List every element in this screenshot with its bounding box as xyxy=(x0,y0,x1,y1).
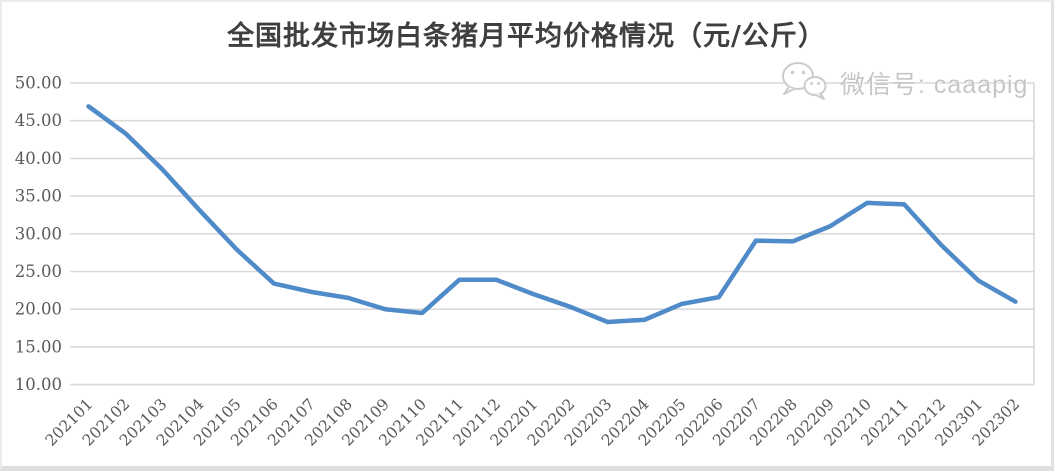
y-axis-tick-label: 45.00 xyxy=(15,111,62,130)
y-axis-tick-label: 20.00 xyxy=(15,300,62,319)
watermark: 微信号: caaapig xyxy=(778,58,1028,108)
y-axis-tick-label: 15.00 xyxy=(15,337,62,356)
wechat-icon xyxy=(778,58,830,108)
watermark-text: 微信号: caaapig xyxy=(840,71,1029,99)
y-axis-tick-label: 35.00 xyxy=(15,187,62,206)
price-line xyxy=(86,104,1018,325)
y-axis-tick-label: 25.00 xyxy=(15,262,62,281)
y-axis-tick-label: 50.00 xyxy=(15,74,62,93)
y-axis-tick-label: 30.00 xyxy=(15,224,62,243)
y-axis-tick-label: 40.00 xyxy=(15,149,62,168)
y-axis-tick-label: 10.00 xyxy=(15,375,62,394)
chart-title: 全国批发市场白条猪月平均价格情况（元/公斤） xyxy=(227,21,826,52)
